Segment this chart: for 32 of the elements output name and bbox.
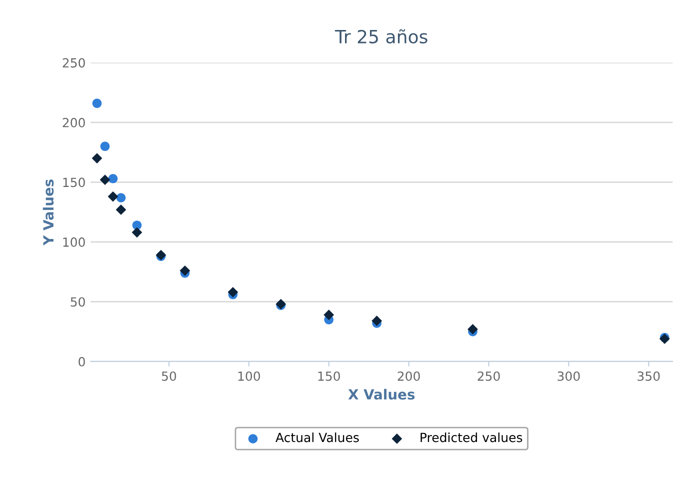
- x-tick-label: 100: [238, 371, 260, 381]
- point: [132, 227, 142, 238]
- y-tick-label: 0: [78, 356, 85, 366]
- point: [324, 310, 334, 320]
- x-tick-label: 150: [318, 371, 340, 381]
- legend-label: Predicted values: [420, 432, 522, 442]
- point: [372, 316, 382, 326]
- x-tick-label: 50: [162, 371, 176, 381]
- y-tick-label: 250: [62, 58, 85, 68]
- x-axis-title: X Values: [348, 388, 415, 400]
- x-tick-label: 350: [638, 371, 660, 381]
- point: [180, 265, 190, 276]
- point: [92, 98, 102, 108]
- point: [228, 286, 238, 298]
- y-tick-label: 200: [62, 118, 85, 128]
- y-tick-label: 150: [63, 178, 85, 188]
- point: [116, 204, 126, 215]
- point: [92, 153, 102, 164]
- point: [116, 193, 126, 202]
- y-axis-title: Y Values: [42, 179, 54, 246]
- legend-label: Actual Values: [276, 432, 359, 442]
- point: [108, 174, 118, 184]
- x-tick-label: 200: [398, 371, 420, 381]
- chart-title: Tr 25 años: [334, 29, 428, 44]
- x-tick-label: 300: [558, 371, 580, 381]
- y-tick-label: 100: [63, 237, 85, 247]
- point: [100, 174, 110, 185]
- y-tick-label: 50: [70, 297, 85, 307]
- point: [100, 142, 110, 151]
- x-tick-label: 250: [478, 371, 500, 381]
- point: [468, 324, 478, 334]
- point: [108, 191, 118, 202]
